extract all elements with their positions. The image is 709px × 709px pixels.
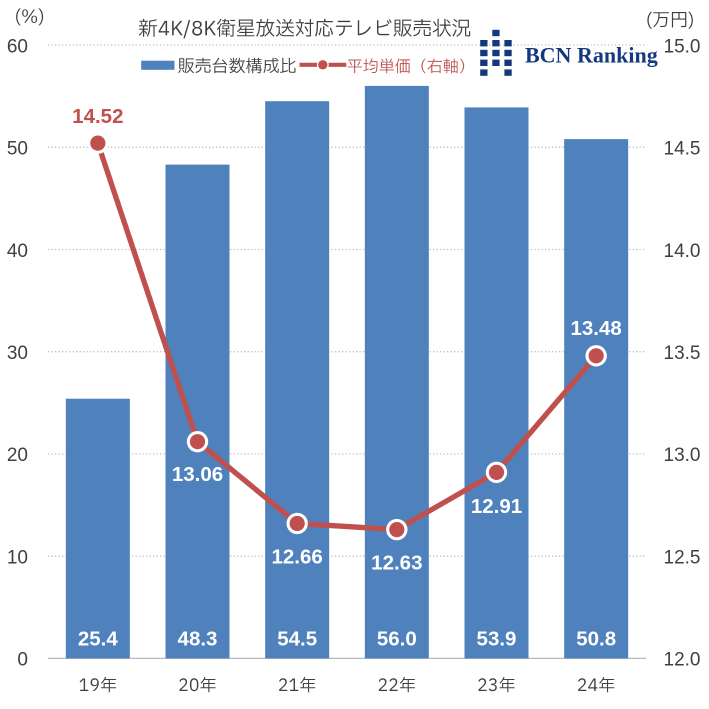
svg-text:12.5: 12.5 (664, 548, 701, 569)
svg-text:60: 60 (7, 36, 28, 57)
svg-text:50: 50 (7, 139, 28, 160)
svg-text:48.3: 48.3 (178, 628, 218, 651)
svg-text:20: 20 (7, 445, 28, 466)
svg-text:13.5: 13.5 (664, 343, 701, 364)
svg-text:0: 0 (17, 650, 28, 671)
svg-text:30: 30 (7, 343, 28, 364)
svg-text:12.0: 12.0 (664, 650, 701, 671)
svg-text:40: 40 (7, 241, 28, 262)
svg-text:14.0: 14.0 (664, 241, 701, 262)
svg-text:54.5: 54.5 (277, 628, 317, 651)
svg-text:Ranking: Ranking (577, 43, 658, 68)
svg-text:13.06: 13.06 (172, 463, 223, 486)
svg-text:10: 10 (7, 548, 28, 569)
svg-text:12.63: 12.63 (371, 552, 422, 575)
svg-text:12.91: 12.91 (471, 495, 522, 518)
svg-text:53.9: 53.9 (477, 628, 517, 651)
svg-text:56.0: 56.0 (377, 628, 417, 651)
svg-text:13.48: 13.48 (571, 317, 622, 340)
svg-text:14.52: 14.52 (72, 105, 123, 128)
svg-text:50.8: 50.8 (576, 628, 616, 651)
svg-text:12.66: 12.66 (272, 546, 323, 569)
svg-text:15.0: 15.0 (664, 36, 701, 57)
svg-text:BCN: BCN (525, 43, 572, 68)
svg-text:13.0: 13.0 (664, 445, 701, 466)
svg-text:25.4: 25.4 (78, 628, 118, 651)
svg-text:14.5: 14.5 (664, 139, 701, 160)
